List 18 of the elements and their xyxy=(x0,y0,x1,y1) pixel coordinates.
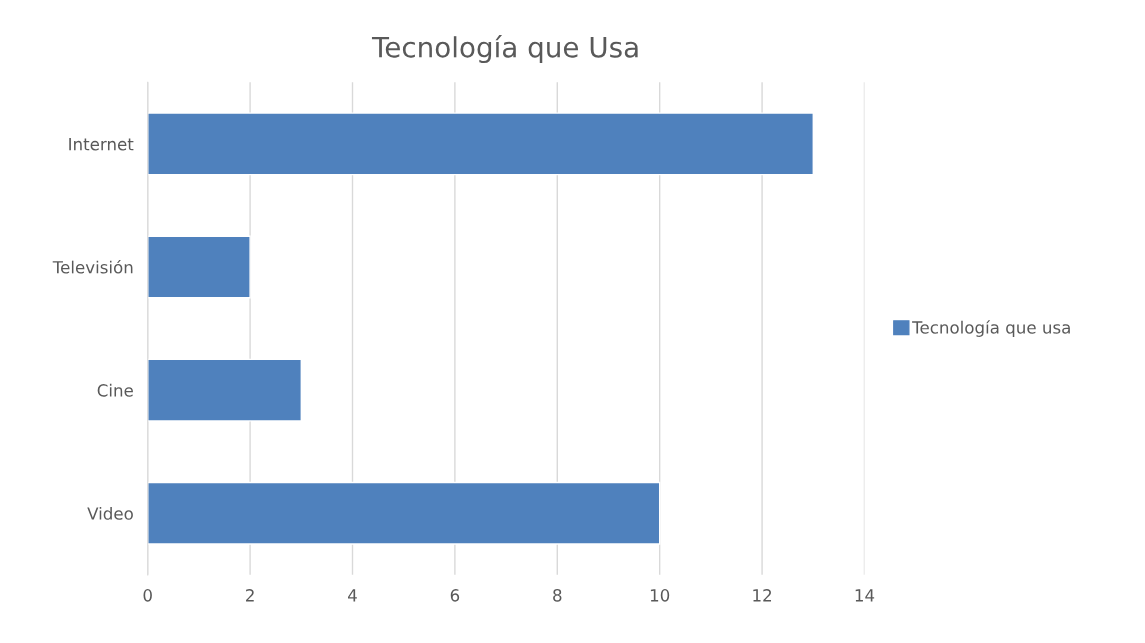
bar xyxy=(147,235,251,299)
bar xyxy=(147,112,814,176)
bar xyxy=(147,481,661,545)
y-tick-label: Televisión xyxy=(52,260,133,274)
y-tick-label: Cine xyxy=(97,383,133,397)
x-tick-label: 2 xyxy=(246,589,254,602)
x-tick-label: 8 xyxy=(553,589,562,602)
legend-label: Tecnología que usa xyxy=(912,320,1070,337)
x-tick-label: 12 xyxy=(753,589,772,602)
y-tick-label: Internet xyxy=(69,138,134,151)
bar xyxy=(147,358,302,422)
x-tick-label: 0 xyxy=(143,589,152,602)
x-tick-label: 6 xyxy=(450,589,460,602)
chart-title: Tecnología que Usa xyxy=(371,35,638,64)
x-tick-label: 4 xyxy=(348,589,357,602)
y-tick-label: Video xyxy=(87,506,133,520)
x-tick-label: 10 xyxy=(650,589,670,602)
x-tick-label: 14 xyxy=(855,589,875,602)
